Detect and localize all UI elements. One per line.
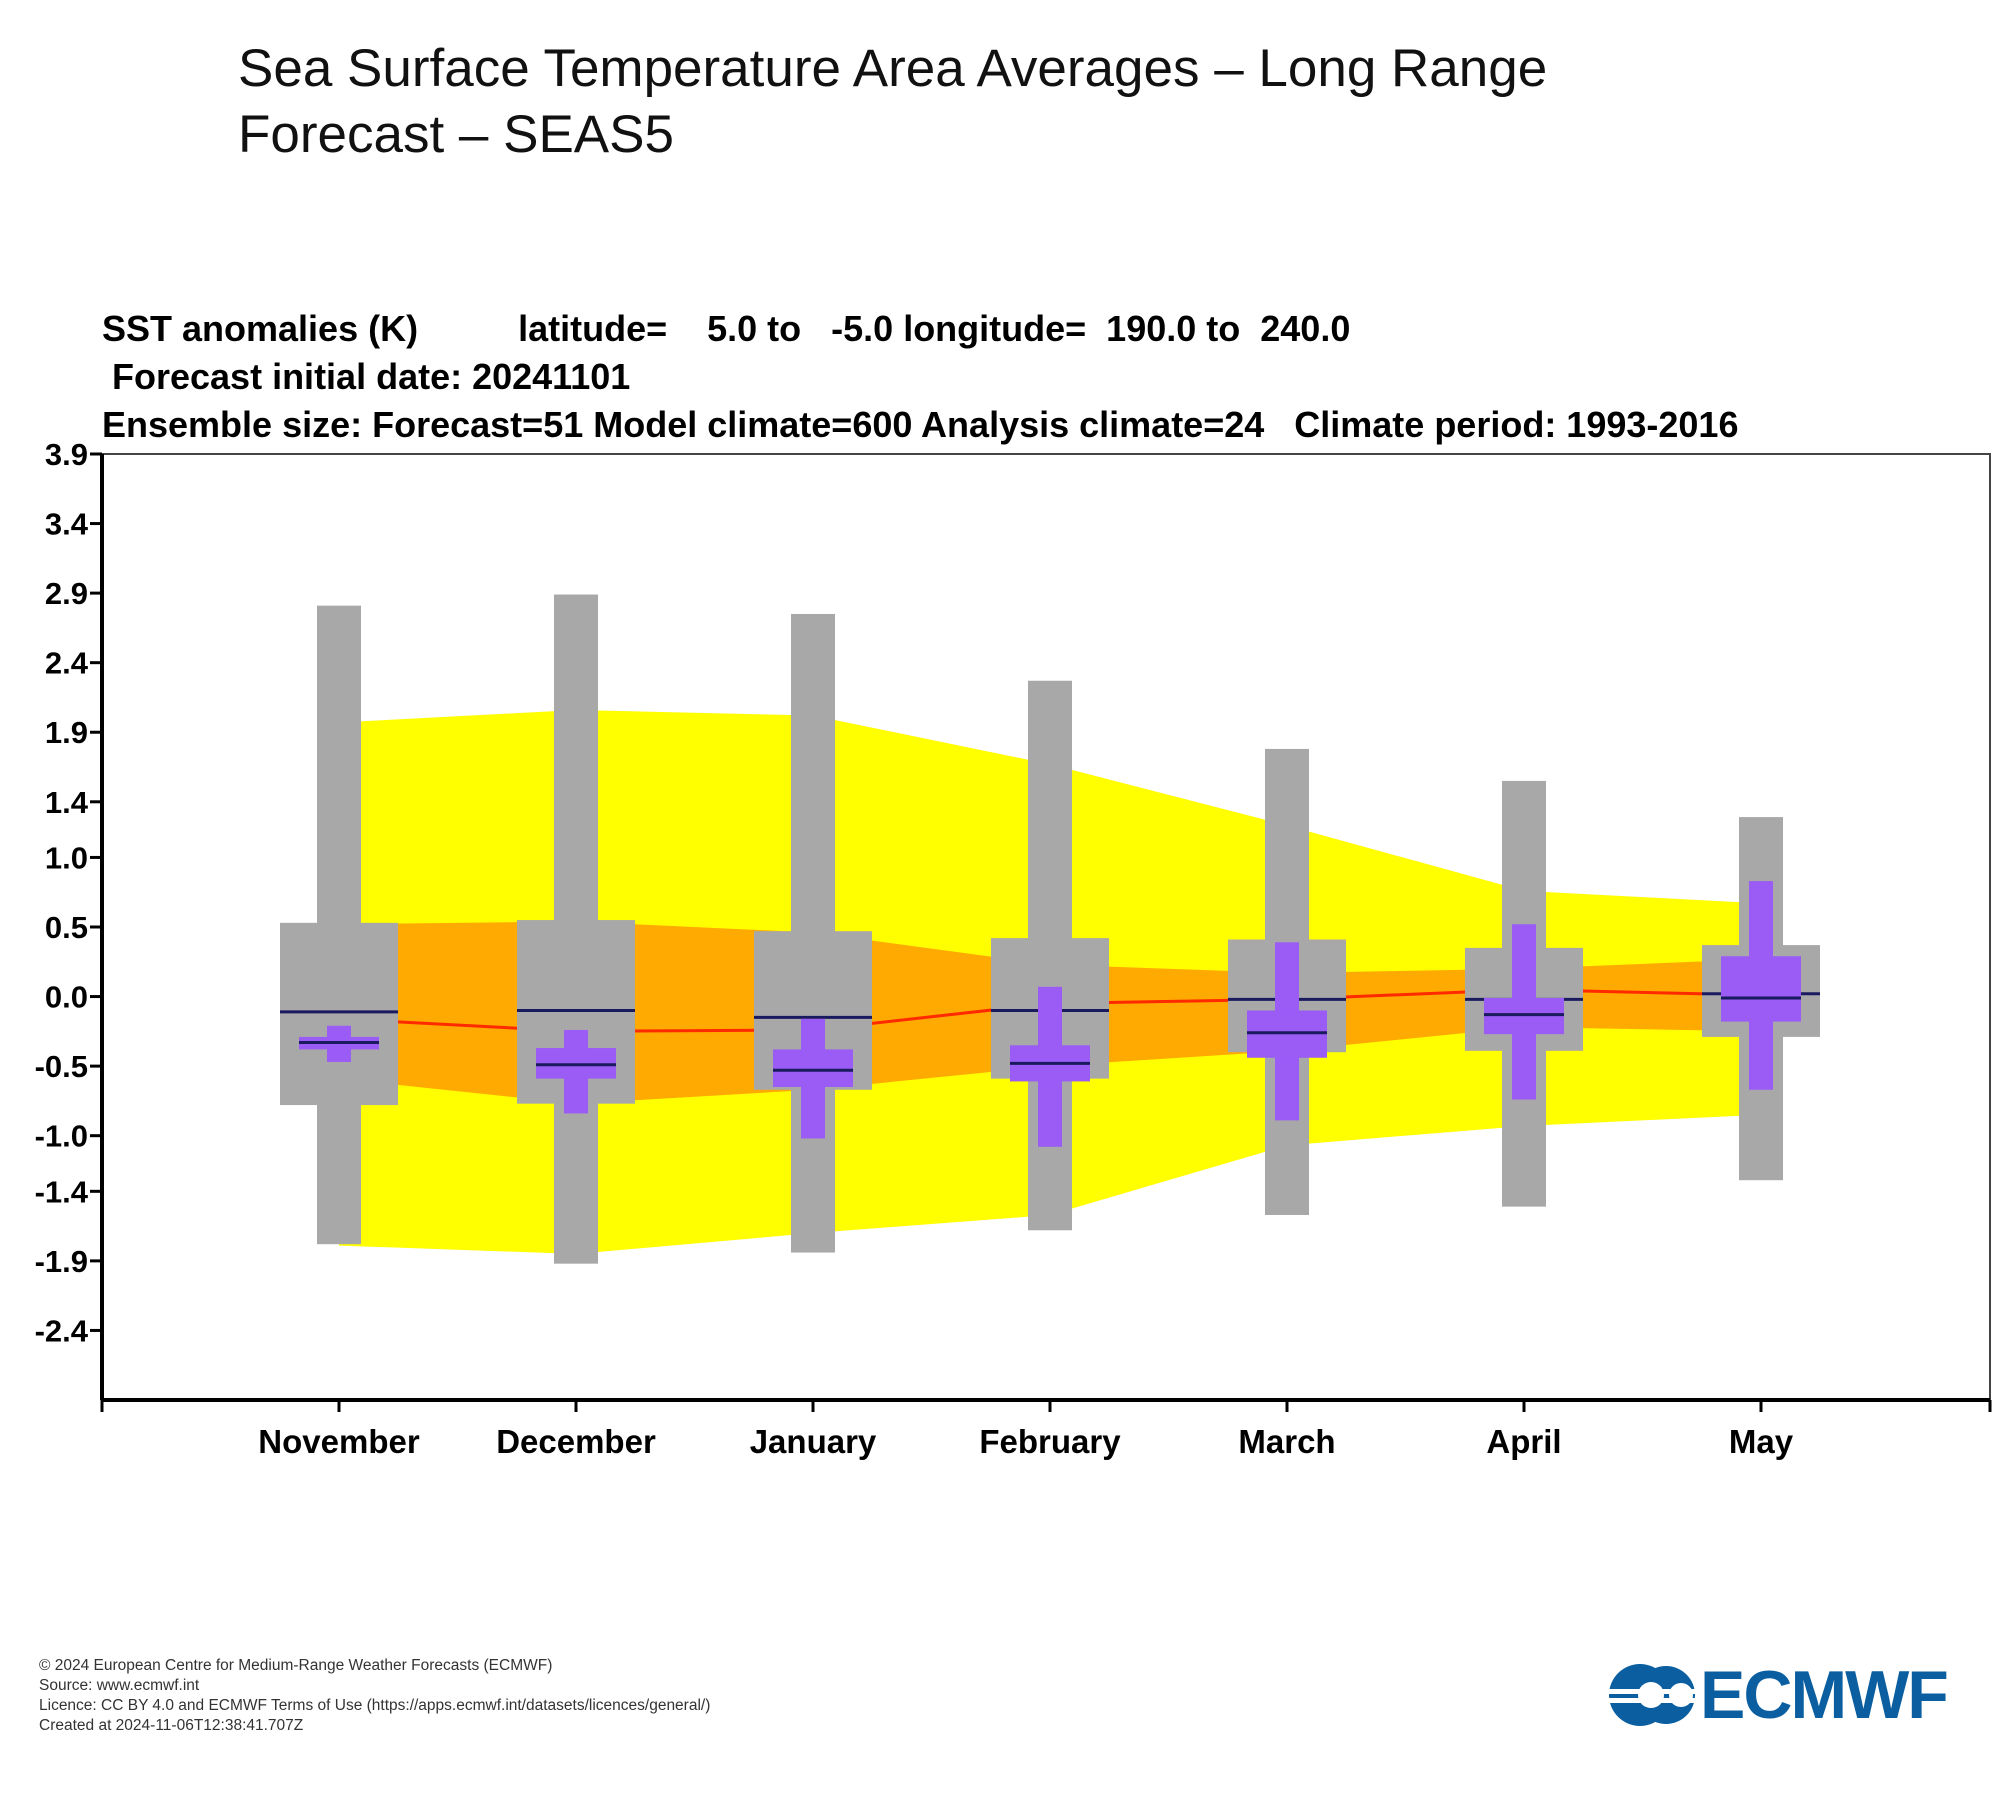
- ecmwf-logo-text: ECMWF: [1700, 1657, 1949, 1733]
- footer-credits: © 2024 European Centre for Medium-Range …: [39, 1656, 710, 1736]
- model-climate-box: [280, 605, 398, 1245]
- forecast-box: [1484, 924, 1564, 1100]
- sst-box-plume-chart: SST anomalies (K) latitude= 5.0 to -5.0 …: [35, 308, 1992, 1460]
- y-tick-label: -1.4: [35, 1174, 89, 1209]
- footer-created: Created at 2024-11-06T12:38:41.707Z: [39, 1717, 304, 1734]
- y-tick-label: -2.4: [35, 1313, 89, 1348]
- chart-header-line-2: Forecast initial date: 20241101: [102, 356, 630, 397]
- y-tick-label: -1.0: [35, 1119, 88, 1154]
- y-tick-label: 1.4: [45, 785, 89, 820]
- chart-header-line-1: SST anomalies (K) latitude= 5.0 to -5.0 …: [102, 308, 1350, 349]
- x-tick-label: February: [979, 1423, 1121, 1460]
- forecast-iqr-box: [1721, 956, 1801, 1022]
- model-climate-box: [754, 613, 872, 1253]
- y-tick-label: 2.4: [45, 646, 89, 681]
- y-tick-label: 0.0: [45, 980, 88, 1015]
- y-tick-label: 3.9: [45, 437, 88, 472]
- y-tick-label: 1.0: [45, 840, 88, 875]
- forecast-box: [1010, 986, 1090, 1147]
- x-tick-label: December: [496, 1423, 656, 1460]
- y-tick-label: 0.5: [45, 910, 88, 945]
- forecast-box: [1247, 942, 1327, 1121]
- chart-axes: 3.9 3.4 2.9 2.4 1.9 1.4 1.0 0.5 0.0 -0.5 -1.0 -1.4 -…: [35, 437, 1992, 1460]
- x-tick-label: May: [1729, 1423, 1794, 1460]
- page-title: Sea Surface Temperature Area Averages – …: [238, 39, 1548, 164]
- model-iqr-box: [280, 922, 398, 1106]
- y-tick-label: 1.9: [45, 715, 88, 750]
- forecast-box: [299, 1025, 379, 1062]
- y-tick-label: 2.9: [45, 576, 88, 611]
- footer-source: Source: www.ecmwf.int: [39, 1677, 200, 1694]
- footer-copyright: © 2024 European Centre for Medium-Range …: [39, 1657, 553, 1674]
- forecast-iqr-box: [773, 1049, 853, 1087]
- chart-header: SST anomalies (K) latitude= 5.0 to -5.0 …: [102, 308, 1738, 445]
- chart-header-line-3: Ensemble size: Forecast=51 Model climate…: [102, 404, 1738, 445]
- ecmwf-logo: ECMWF: [1606, 1657, 1972, 1733]
- footer-licence: Licence: CC BY 4.0 and ECMWF Terms of Us…: [39, 1697, 711, 1714]
- x-tick-label: November: [258, 1423, 420, 1460]
- x-tick-label: January: [750, 1423, 877, 1460]
- forecast-box: [536, 1029, 616, 1114]
- y-tick-label: -0.5: [35, 1049, 88, 1084]
- y-tick-label: -1.9: [35, 1244, 88, 1279]
- y-tick-label: 3.4: [45, 507, 89, 542]
- forecast-box: [773, 1018, 853, 1139]
- x-tick-label: March: [1238, 1423, 1335, 1460]
- forecast-box: [1721, 881, 1801, 1090]
- x-tick-label: April: [1486, 1423, 1561, 1460]
- forecast-boxes: [299, 881, 1801, 1147]
- ecmwf-logo-icon: [1606, 1664, 1696, 1726]
